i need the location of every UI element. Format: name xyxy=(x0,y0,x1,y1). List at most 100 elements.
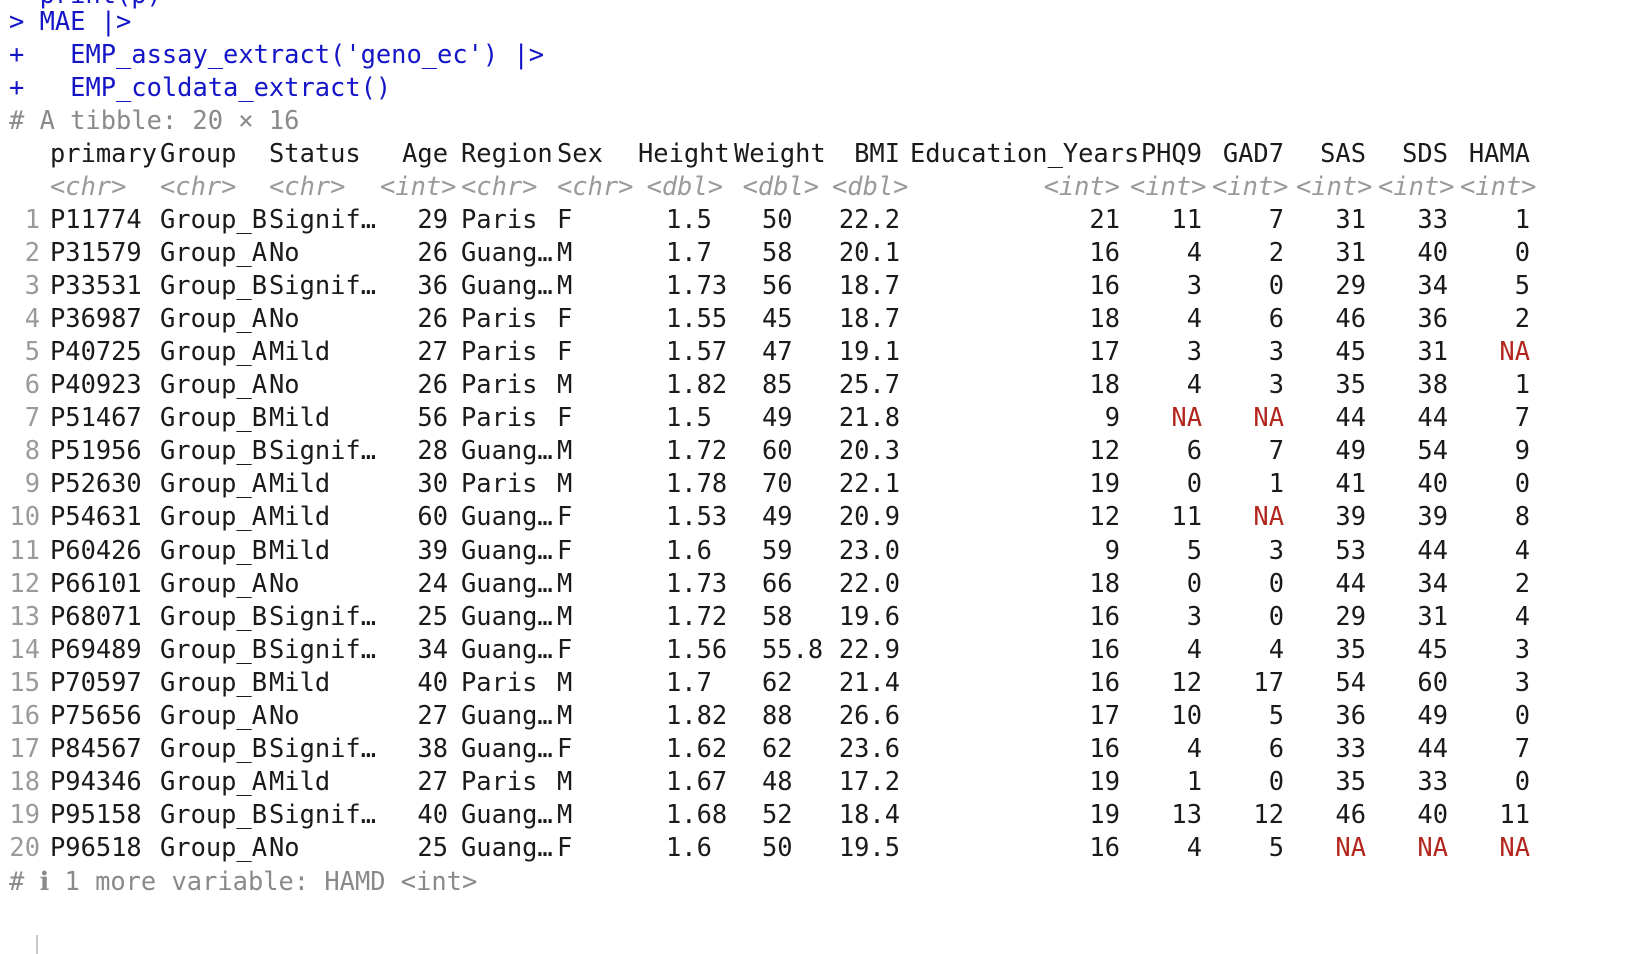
table-cell: Group_B xyxy=(160,634,268,664)
table-cell: 3 xyxy=(1268,336,1284,366)
table-cell: Signif… xyxy=(269,204,377,234)
table-cell: 9 xyxy=(1104,535,1120,565)
column-type: <int> xyxy=(380,171,457,201)
table-cell: Guang… xyxy=(461,568,553,598)
table-cell: 0 xyxy=(1268,568,1284,598)
column-type: <int> xyxy=(1043,171,1120,201)
table-cell: Group_A xyxy=(160,501,268,531)
table-cell: 40 xyxy=(417,799,448,829)
table-cell: 23.6 xyxy=(838,733,900,763)
table-cell: Group_B xyxy=(160,270,268,300)
table-cell: 33 xyxy=(1417,204,1448,234)
table-cell: 49 xyxy=(1335,435,1366,465)
table-cell: Guang… xyxy=(461,832,553,862)
table-cell: Mild xyxy=(269,501,331,531)
table-cell: 27 xyxy=(417,766,448,796)
table-cell: Signif… xyxy=(269,435,377,465)
table-cell: 33 xyxy=(1335,733,1366,763)
table-cell: 18.7 xyxy=(838,270,900,300)
table-cell: No xyxy=(269,700,300,730)
row-number: 3 xyxy=(24,270,40,300)
table-cell: 7 xyxy=(1514,402,1530,432)
table-cell: Group_A xyxy=(160,832,268,862)
table-cell: Guang… xyxy=(461,535,553,565)
table-cell: 1.5 xyxy=(666,204,712,234)
table-cell: 31 xyxy=(1417,601,1448,631)
table-cell: Guang… xyxy=(461,733,553,763)
table-cell: 4 xyxy=(1186,369,1202,399)
table-cell: Guang… xyxy=(461,237,553,267)
table-cell: 19 xyxy=(1089,799,1120,829)
table-cell: Group_B xyxy=(160,204,268,234)
table-cell: P54631 xyxy=(50,501,142,531)
table-cell: 60 xyxy=(1417,667,1448,697)
table-cell: 35 xyxy=(1335,766,1366,796)
table-cell: 12 xyxy=(1089,501,1120,531)
table-cell: 22.1 xyxy=(838,468,900,498)
table-cell: 16 xyxy=(1089,832,1120,862)
table-cell: Paris xyxy=(461,369,538,399)
table-cell: Signif… xyxy=(269,634,377,664)
table-cell: Paris xyxy=(461,402,538,432)
table-cell: P75656 xyxy=(50,700,142,730)
column-type: <dbl> xyxy=(832,171,909,201)
table-cell: 1.78 xyxy=(666,468,728,498)
table-cell: F xyxy=(557,303,573,333)
table-cell: 1.6 xyxy=(666,535,712,565)
table-cell: 1.7 xyxy=(666,237,712,267)
table-cell: P40923 xyxy=(50,369,142,399)
table-cell: 5 xyxy=(1268,700,1284,730)
column-type: <int> xyxy=(1378,171,1455,201)
table-cell: 1.57 xyxy=(666,336,728,366)
command-line-3: + EMP_coldata_extract() xyxy=(9,71,391,104)
table-cell: 1.72 xyxy=(666,601,728,631)
table-cell: P66101 xyxy=(50,568,142,598)
table-cell: 56 xyxy=(762,270,793,300)
row-number: 4 xyxy=(24,303,40,333)
table-cell: 60 xyxy=(417,501,448,531)
table-cell: 45 xyxy=(762,303,793,333)
table-cell: 7 xyxy=(1268,435,1284,465)
table-cell: 39 xyxy=(417,535,448,565)
table-cell: 36 xyxy=(1417,303,1448,333)
table-cell: 19.6 xyxy=(838,601,900,631)
table-cell: F xyxy=(557,733,573,763)
table-cell: 34 xyxy=(1417,568,1448,598)
table-cell: 44 xyxy=(1417,535,1448,565)
table-cell: 0 xyxy=(1268,766,1284,796)
table-cell: 0 xyxy=(1514,700,1530,730)
column-header: HAMA xyxy=(1468,138,1530,168)
table-cell: 26 xyxy=(417,369,448,399)
table-cell: 12 xyxy=(1089,435,1120,465)
table-cell: 6 xyxy=(1268,733,1284,763)
table-cell: 4 xyxy=(1186,303,1202,333)
clipped-previous-line: print(p) xyxy=(9,0,192,11)
table-cell: 38 xyxy=(417,733,448,763)
column-header: Sex xyxy=(557,138,603,168)
table-cell: No xyxy=(269,568,300,598)
table-cell: 19 xyxy=(1089,766,1120,796)
table-cell: P84567 xyxy=(50,733,142,763)
row-number: 9 xyxy=(24,468,40,498)
table-cell: Mild xyxy=(269,667,331,697)
table-cell: Group_B xyxy=(160,733,268,763)
table-cell: Signif… xyxy=(269,270,377,300)
table-cell: P60426 xyxy=(50,535,142,565)
table-cell: 50 xyxy=(762,204,793,234)
table-cell: Group_B xyxy=(160,799,268,829)
row-number: 2 xyxy=(24,237,40,267)
prompt: + xyxy=(9,72,25,102)
table-cell: 19 xyxy=(1089,468,1120,498)
table-cell: 1.72 xyxy=(666,435,728,465)
table-cell: 24 xyxy=(417,568,448,598)
table-cell: 1 xyxy=(1186,766,1202,796)
table-cell: 59 xyxy=(762,535,793,565)
table-cell: Mild xyxy=(269,766,331,796)
table-cell: 1.73 xyxy=(666,568,728,598)
table-cell: 28 xyxy=(417,435,448,465)
table-cell: 46 xyxy=(1335,303,1366,333)
table-cell: 10 xyxy=(1171,700,1202,730)
row-number: 1 xyxy=(24,204,40,234)
table-cell: 62 xyxy=(762,733,793,763)
